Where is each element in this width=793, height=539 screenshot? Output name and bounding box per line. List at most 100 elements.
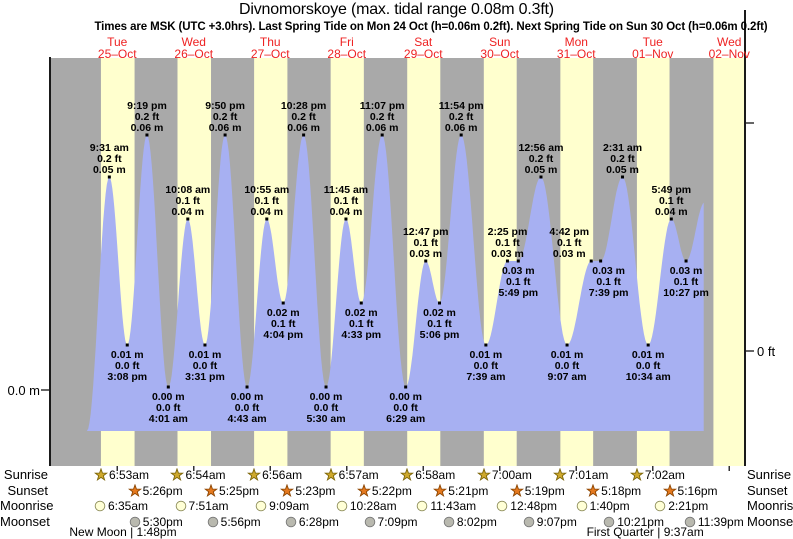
day-label-28–Oct: Fri 28–Oct [309, 36, 385, 61]
almanac-row-label-sunrise-rgt: Sunrise [747, 467, 792, 482]
low-tide-dot [438, 301, 442, 305]
sunrise-time: 6:57am [338, 468, 379, 482]
sunset-time: 5:22pm [371, 483, 412, 498]
high-tide-dot [589, 259, 593, 263]
sunset-star-icon [356, 483, 371, 497]
moonrise-entry: 11:43am [415, 499, 476, 513]
day-label-02–Nov: Wed 02–Nov [691, 36, 767, 60]
sunset-entry: 5:18pm [586, 483, 642, 498]
sunrise-star-icon [170, 468, 185, 482]
high-tide-annotation: 12:47 pm 0.1 ft 0.03 m [403, 226, 449, 260]
daylight-band [713, 58, 745, 466]
high-tide-dot [302, 133, 306, 137]
moonset-time: 10:21pm [617, 514, 664, 529]
tide-annotations: 9:31 am 0.2 ft 0.05 m 0.01 m 0.0 ft 3:08 pm 9:… [90, 100, 709, 425]
moonset-time: 8:02pm [456, 514, 497, 529]
high-tide-annotation: 12:56 am 0.2 ft 0.05 m [518, 142, 563, 176]
high-tide-dot [265, 217, 269, 221]
high-tide-dot [424, 259, 428, 263]
high-tide-annotation: 9:31 am 0.2 ft 0.05 m [90, 142, 129, 176]
day-label-27–Oct: Thu 27–Oct [232, 36, 308, 60]
sunrise-entry: 6:56am [247, 468, 302, 482]
moonset-time: 5:30pm [142, 514, 183, 529]
sunset-time: 5:16pm [677, 483, 718, 498]
sunset-star-icon [127, 483, 142, 497]
high-tide-annotation: 10:55 am 0.1 ft 0.04 m [244, 184, 289, 218]
high-tide-annotation: 4:42 pm 0.1 ft 0.03 m [549, 226, 589, 260]
day-date: 25–Oct [97, 46, 137, 61]
high-tide-dot [145, 133, 149, 137]
moonset-entry: 5:56pm [206, 515, 261, 529]
high-tide-dot [223, 133, 227, 137]
high-tide-annotation: 11:45 am 0.1 ft 0.04 m [324, 184, 368, 218]
moonset-time: 11:39pm [697, 514, 744, 529]
high-tide-dot [621, 175, 625, 179]
moonrise-entry: 2:21pm [653, 499, 708, 513]
low-tide-dot [281, 301, 285, 305]
high-tide-annotation: 5:49 pm 0.1 ft 0.04 m [651, 184, 691, 218]
day-name: Wed [181, 35, 206, 49]
moonset-entry: 6:28pm [284, 515, 339, 529]
high-tide-dot [380, 133, 384, 137]
sunrise-star-icon [476, 468, 491, 482]
moonrise-time: 12:48pm [510, 499, 557, 513]
moonrise-time: 2:21pm [668, 499, 709, 513]
moonset-icon [603, 516, 615, 527]
sunset-time: 5:18pm [601, 483, 642, 498]
moonset-icon [684, 516, 696, 527]
low-tide-dot [646, 343, 650, 347]
low-tide-annotation: 0.03 m 0.1 ft 10:27 pm [663, 265, 709, 299]
moonset-icon [364, 516, 375, 527]
sunset-time: 5:19pm [524, 483, 565, 498]
low-tide-dot [324, 385, 328, 389]
sunset-time: 5:26pm [142, 483, 183, 498]
moonrise-time: 11:43am [430, 499, 477, 513]
moonset-entry: 8:02pm [442, 515, 497, 529]
axis-ticks [41, 122, 754, 471]
sunset-entry: 5:26pm [127, 483, 183, 498]
sunrise-time: 7:02am [644, 468, 685, 482]
sunset-time: 5:23pm [295, 483, 336, 498]
low-tide-annotation: 0.03 m 0.1 ft 5:49 pm [498, 265, 538, 299]
moonrise-entry: 6:35am [93, 499, 148, 513]
high-tide-dot [459, 133, 463, 137]
moonset-time: 5:56pm [220, 514, 261, 529]
sunrise-star-icon [93, 468, 108, 482]
moonrise-icon [497, 500, 508, 512]
sunset-star-icon [280, 483, 295, 497]
day-name: Tue [107, 35, 128, 49]
sunset-entry: 5:25pm [204, 483, 260, 498]
high-tide-annotation: 9:50 pm 0.2 ft 0.06 m [205, 100, 245, 134]
sunrise-entry: 6:57am [323, 468, 379, 482]
sunset-entry: 5:19pm [509, 483, 565, 498]
page-title: Divnomorskoye (max. tidal range 0.08m 0.… [239, 1, 554, 18]
moonrise-entry: 7:51am [174, 499, 229, 513]
high-tide-dot [669, 217, 673, 221]
day-name: Mon [564, 35, 588, 49]
moonset-time: 7:09pm [377, 514, 418, 529]
low-tide-dot [203, 343, 207, 347]
high-tide-dot [344, 217, 348, 221]
sunset-star-icon [509, 483, 524, 497]
sunrise-entry: 6:53am [93, 468, 149, 482]
left-axis-label: 0.0 m [7, 383, 40, 398]
sunset-entry: 5:22pm [356, 483, 412, 498]
moonrise-entry: 1:40pm [575, 499, 630, 513]
moonset-icon [285, 516, 297, 527]
moonrise-icon [417, 500, 428, 512]
low-tide-annotation: 0.00 m 0.0 ft 4:43 am [227, 391, 266, 425]
low-tide-annotation: 0.03 m 0.1 ft 7:39 pm [589, 265, 629, 299]
day-date: 28–Oct [327, 46, 367, 61]
low-tide-annotation: 0.00 m 0.0 ft 4:01 am [149, 391, 188, 425]
sunset-time: 5:25pm [219, 483, 260, 498]
high-tide-annotation: 10:08 am 0.1 ft 0.04 m [165, 184, 210, 218]
moonrise-time: 7:51am [188, 499, 229, 513]
low-tide-dot [599, 259, 603, 263]
high-tide-dot [539, 175, 543, 179]
day-date: 29–Oct [403, 46, 443, 61]
almanac-row-label-sunset-rgt: Sunset [747, 482, 788, 498]
moonrise-time: 1:40pm [589, 499, 630, 513]
sunrise-star-icon [400, 468, 415, 482]
low-tide-dot [484, 343, 488, 347]
moonrise-time: 9:09am [269, 499, 310, 513]
